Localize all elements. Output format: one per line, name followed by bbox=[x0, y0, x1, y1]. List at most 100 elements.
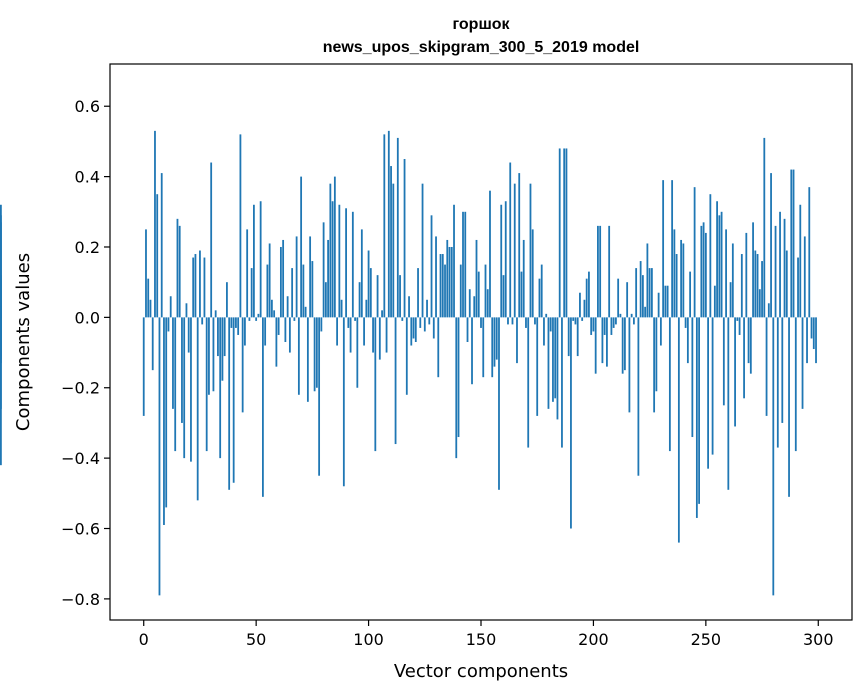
bar-75 bbox=[311, 261, 314, 318]
bar-296 bbox=[808, 187, 811, 318]
bar-218 bbox=[633, 317, 635, 325]
bar-20 bbox=[187, 317, 190, 353]
bar-88 bbox=[340, 299, 343, 318]
y-axis-ticks: −0.8 −0.6 −0.4 −0.2 0.0 0.2 0.4 0.6 bbox=[61, 97, 110, 609]
x-axis-ticks: 0 50 100 150 200 250 300 bbox=[139, 620, 834, 649]
bar-260 bbox=[727, 317, 730, 490]
bar-171 bbox=[527, 317, 530, 448]
bar-89 bbox=[342, 317, 345, 487]
bar-256 bbox=[718, 215, 721, 318]
bar-44 bbox=[241, 317, 244, 413]
bar-286 bbox=[785, 250, 788, 318]
bar-292 bbox=[799, 204, 802, 318]
bar-18 bbox=[183, 317, 186, 459]
bar-143 bbox=[464, 211, 467, 318]
bar-144 bbox=[466, 317, 469, 342]
bar-47 bbox=[248, 317, 251, 321]
bar-220 bbox=[637, 317, 640, 476]
bar-94 bbox=[354, 317, 356, 321]
bar-153 bbox=[486, 289, 489, 318]
bar-10 bbox=[165, 317, 168, 508]
bar-267 bbox=[743, 317, 745, 399]
bar-118 bbox=[408, 296, 410, 318]
bar-170 bbox=[525, 317, 527, 328]
bar-272 bbox=[754, 250, 757, 318]
y-tick-label: −0.2 bbox=[61, 379, 100, 398]
bar-82 bbox=[327, 239, 329, 318]
bar-96 bbox=[358, 282, 361, 318]
bar-57 bbox=[270, 299, 273, 318]
bar-207 bbox=[608, 225, 611, 318]
bar-297 bbox=[810, 317, 813, 339]
y-axis-label: Components values bbox=[13, 253, 34, 431]
bar-102 bbox=[372, 317, 374, 353]
bar-undefined bbox=[0, 215, 2, 318]
bar-series bbox=[0, 130, 817, 596]
x-tick-label: 200 bbox=[578, 630, 609, 649]
bar-289 bbox=[792, 169, 795, 318]
bar-197 bbox=[585, 278, 588, 318]
bar-120 bbox=[412, 317, 415, 339]
bar-239 bbox=[680, 239, 683, 318]
bar-263 bbox=[734, 317, 736, 427]
bar-212 bbox=[619, 313, 622, 318]
bar-177 bbox=[540, 264, 543, 318]
bar-233 bbox=[666, 285, 669, 318]
bar-0 bbox=[142, 317, 145, 416]
bar-206 bbox=[606, 317, 608, 367]
bar-101 bbox=[369, 268, 372, 318]
bar-189 bbox=[567, 317, 570, 357]
bar-291 bbox=[797, 257, 799, 318]
bar-26 bbox=[201, 317, 204, 325]
bar-236 bbox=[673, 229, 676, 318]
bar-121 bbox=[414, 317, 417, 342]
bar-137 bbox=[450, 246, 453, 318]
bar-266 bbox=[740, 254, 743, 318]
bar-273 bbox=[756, 254, 759, 318]
bar-203 bbox=[599, 225, 602, 318]
bar-295 bbox=[806, 317, 808, 364]
bar-22 bbox=[192, 257, 195, 318]
bar-66 bbox=[291, 268, 294, 318]
y-tick-label: −0.8 bbox=[61, 590, 100, 609]
bar-145 bbox=[468, 289, 471, 318]
bar-15 bbox=[176, 218, 179, 318]
bar-136 bbox=[448, 246, 451, 318]
bar-160 bbox=[502, 275, 505, 318]
bar-4 bbox=[151, 317, 154, 371]
bar-58 bbox=[273, 310, 276, 318]
bar-251 bbox=[707, 317, 709, 469]
bar-3 bbox=[149, 299, 152, 318]
bar-17 bbox=[181, 317, 183, 423]
bar-167 bbox=[518, 173, 521, 318]
bar-282 bbox=[776, 317, 779, 448]
bar-76 bbox=[313, 317, 316, 392]
bar-undefined bbox=[0, 317, 2, 409]
x-tick-label: 0 bbox=[139, 630, 149, 649]
bar-37 bbox=[226, 282, 228, 318]
bar-280 bbox=[772, 317, 775, 596]
y-tick-label: 0.6 bbox=[75, 97, 100, 116]
bar-62 bbox=[282, 239, 285, 318]
bar-128 bbox=[430, 215, 433, 318]
bar-74 bbox=[309, 236, 312, 318]
bar-147 bbox=[473, 296, 476, 318]
bar-181 bbox=[549, 317, 552, 332]
bar-168 bbox=[520, 271, 523, 318]
y-tick-label: 0.2 bbox=[75, 238, 100, 257]
bar-240 bbox=[682, 243, 685, 318]
bar-214 bbox=[624, 317, 626, 371]
bar-264 bbox=[736, 317, 739, 321]
bar-134 bbox=[444, 264, 446, 318]
bar-182 bbox=[552, 317, 554, 402]
bar-293 bbox=[801, 317, 804, 409]
bar-252 bbox=[709, 194, 712, 318]
bar-99 bbox=[365, 299, 368, 318]
bar-248 bbox=[700, 225, 703, 318]
bar-113 bbox=[396, 137, 399, 318]
y-tick-label: −0.4 bbox=[61, 449, 100, 468]
bar-8 bbox=[160, 173, 163, 318]
bar-129 bbox=[432, 317, 435, 339]
bar-83 bbox=[329, 183, 332, 318]
